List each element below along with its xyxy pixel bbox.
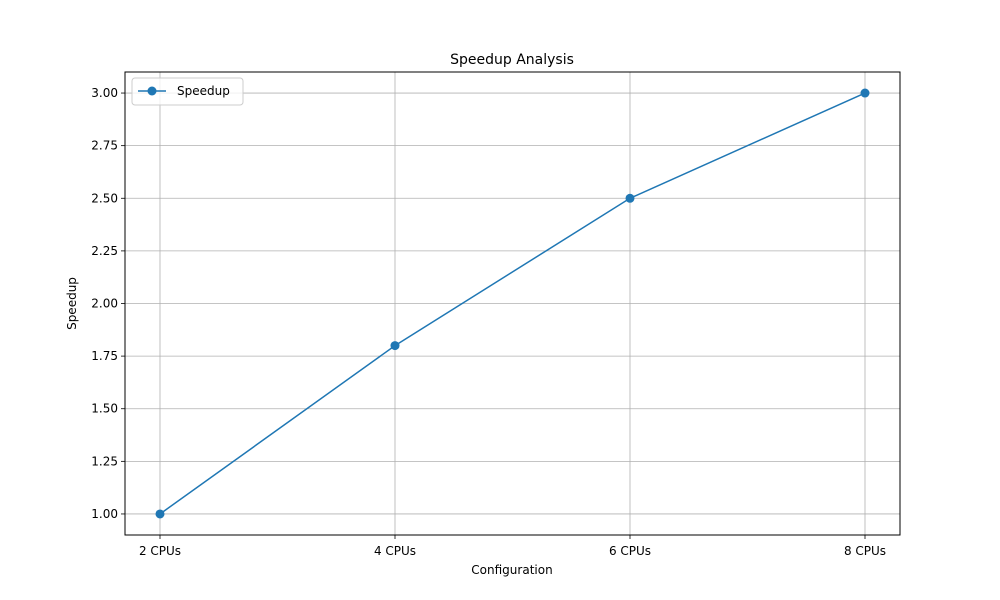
x-tick-label: 2 CPUs [139, 544, 181, 558]
data-point [625, 193, 635, 203]
x-axis-label: Configuration [471, 563, 552, 577]
y-tick-label: 1.00 [91, 507, 118, 521]
data-point [155, 509, 165, 519]
y-tick-label: 3.00 [91, 86, 118, 100]
series-line-speedup [159, 92, 866, 515]
y-tick-label: 2.50 [91, 191, 118, 205]
y-tick-label: 1.50 [91, 402, 118, 416]
legend-marker-swatch [147, 86, 157, 96]
y-tick-label: 2.00 [91, 297, 118, 311]
chart-title: Speedup Analysis [450, 52, 574, 68]
x-axis-ticks: 2 CPUs 4 CPUs 6 CPUs 8 CPUs [139, 535, 886, 558]
y-axis-label: Speedup [65, 277, 79, 330]
y-tick-label: 1.25 [91, 454, 118, 468]
legend-entry-speedup: Speedup [177, 84, 230, 98]
x-tick-label: 8 CPUs [844, 544, 886, 558]
legend: Speedup [131, 77, 244, 106]
y-axis-ticks: 1.00 1.25 1.50 1.75 2.00 2.25 2.50 2.75 3.00 [91, 86, 125, 521]
data-point [860, 88, 870, 98]
x-tick-label: 4 CPUs [374, 544, 416, 558]
legend-box [131, 77, 244, 106]
x-tick-label: 6 CPUs [609, 544, 651, 558]
y-tick-label: 1.75 [91, 349, 118, 363]
y-tick-label: 2.75 [91, 139, 118, 153]
data-point [390, 341, 400, 351]
series-layer [155, 88, 870, 519]
y-tick-label: 2.25 [91, 244, 118, 258]
grid-lines [125, 72, 900, 535]
